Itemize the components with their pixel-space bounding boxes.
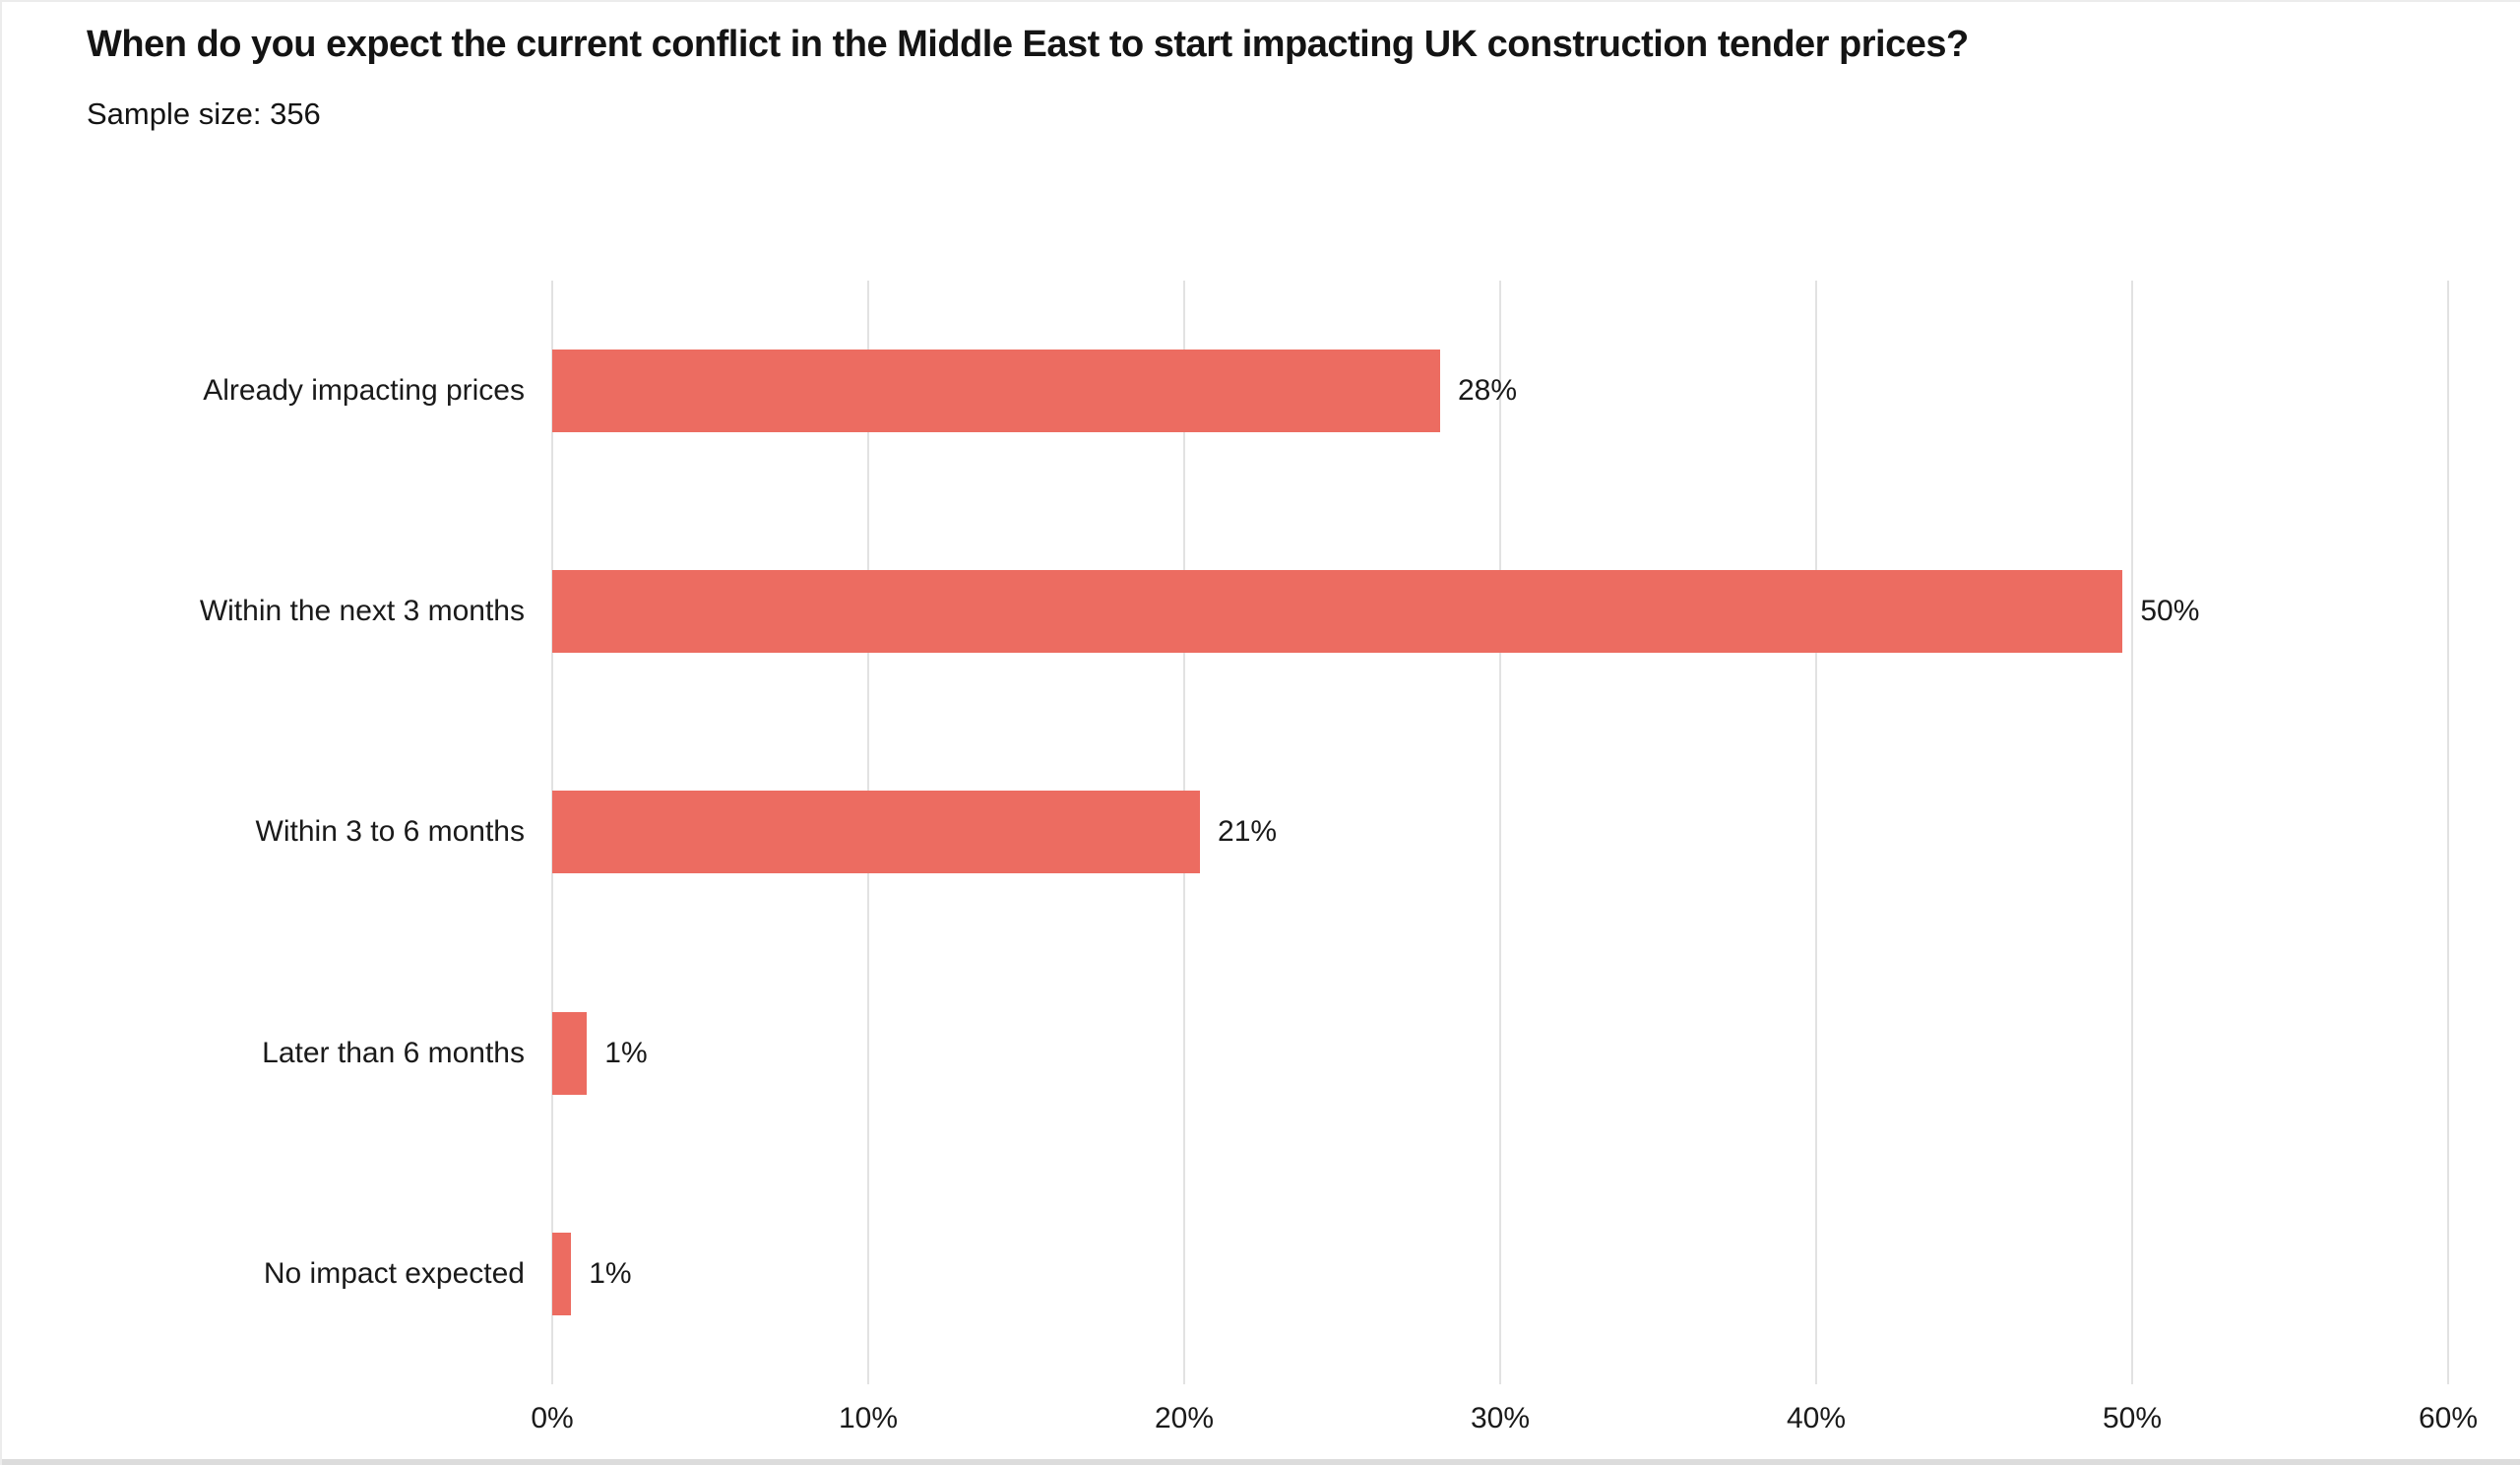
plot-area: 28% 50% 21% 1% 1% bbox=[551, 281, 2449, 1384]
bar-row: 1% bbox=[552, 943, 2448, 1164]
gridline-50% bbox=[2131, 281, 2133, 1384]
value-label: 21% bbox=[1218, 815, 1278, 849]
x-tick-label: 20% bbox=[1154, 1402, 1215, 1434]
x-tick-label: 40% bbox=[1786, 1402, 1847, 1434]
bar bbox=[552, 1011, 588, 1095]
category-label: Within the next 3 months bbox=[199, 595, 525, 628]
bar-row: 1% bbox=[552, 1164, 2448, 1384]
category-axis: Already impacting prices Within the next … bbox=[0, 281, 552, 1384]
category-label: Later than 6 months bbox=[262, 1036, 525, 1069]
bar-row: 50% bbox=[552, 501, 2448, 722]
x-tick-label: 60% bbox=[2418, 1402, 2479, 1434]
horizontal-scrollbar[interactable] bbox=[0, 1459, 2520, 1465]
gridline-30% bbox=[1499, 281, 1501, 1384]
category-label: Within 3 to 6 months bbox=[255, 815, 525, 849]
x-tick-label: 30% bbox=[1470, 1402, 1531, 1434]
bar bbox=[552, 791, 1201, 874]
value-label: 1% bbox=[604, 1036, 648, 1069]
category-label: Already impacting prices bbox=[203, 374, 525, 408]
value-label: 28% bbox=[1458, 374, 1518, 408]
value-label: 1% bbox=[589, 1256, 632, 1290]
x-tick-label: 0% bbox=[531, 1402, 574, 1434]
x-axis-tick-labels: 0% 10% 20% 30% 40% 50% 60% bbox=[531, 1402, 2478, 1451]
value-label: 50% bbox=[2140, 595, 2200, 628]
gridline-60% bbox=[2447, 281, 2449, 1384]
category-label: No impact expected bbox=[263, 1256, 525, 1290]
bar-row: 28% bbox=[552, 281, 2448, 501]
bar bbox=[552, 570, 2123, 654]
bar-row: 21% bbox=[552, 722, 2448, 942]
sample-size-label: Sample size: 356 bbox=[87, 96, 321, 131]
bar bbox=[552, 350, 1440, 433]
gridline-40% bbox=[1814, 281, 1817, 1384]
x-tick-label: 50% bbox=[2102, 1402, 2163, 1434]
x-tick-label: 10% bbox=[838, 1402, 899, 1434]
bar bbox=[552, 1232, 572, 1315]
chart-title: When do you expect the current conflict … bbox=[87, 24, 1969, 65]
